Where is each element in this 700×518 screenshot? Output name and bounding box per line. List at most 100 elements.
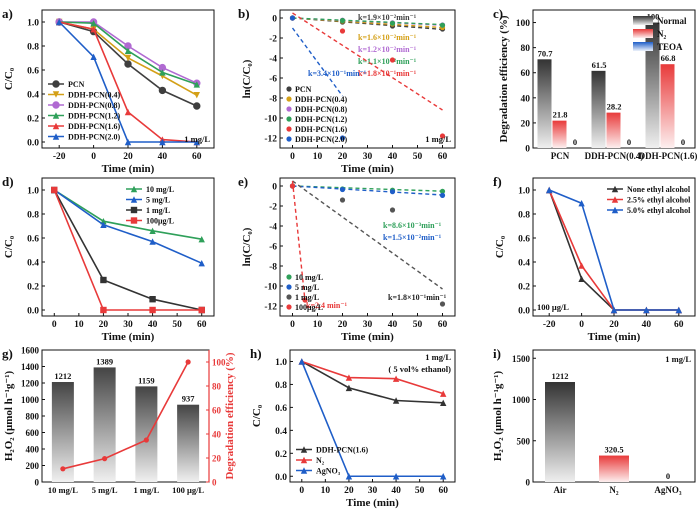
- data-point: [298, 358, 305, 365]
- legend-marker: [286, 294, 292, 300]
- data-point: [389, 207, 396, 213]
- x-tick-label: 0: [91, 152, 96, 162]
- chart-panel-f: 0.0 0.2 0.4 0.6 0.8 1.0 -20 0 20 40 60 f) Time (min)…: [493, 174, 696, 343]
- y-tick-label: 0.0: [275, 473, 287, 483]
- legend-entry: 5.0% ethyl alcohol: [627, 206, 691, 215]
- data-point: [124, 60, 132, 68]
- data-point: [392, 397, 400, 404]
- data-point: [546, 186, 553, 194]
- y-tick-label: 0.2: [27, 283, 39, 293]
- y-tick-label: 0.0: [27, 307, 39, 317]
- x-category-label: Air: [554, 485, 567, 495]
- legend-marker: [130, 217, 138, 224]
- x-tick-label: 50: [172, 320, 182, 330]
- data-point: [440, 473, 447, 480]
- data-point: [578, 200, 585, 207]
- panel-label: i): [493, 346, 501, 361]
- data-point: [56, 18, 63, 26]
- data-point: [392, 375, 400, 382]
- data-point: [439, 192, 446, 198]
- y-axis-label: H₂O₂ (μmol h⁻¹g⁻¹): [492, 371, 504, 462]
- x-tick-label: 60: [197, 320, 207, 330]
- data-point: [193, 138, 200, 146]
- data-point: [100, 221, 107, 228]
- y-tick-label: 0.4: [27, 91, 39, 101]
- y-tick-label: 400: [26, 445, 40, 455]
- data-point: [339, 28, 346, 34]
- bar: [545, 382, 575, 482]
- y-tick-label: -4: [269, 223, 277, 233]
- legend-entry: DDH-PCN(1.6): [68, 122, 121, 131]
- legend-swatch: [633, 16, 653, 25]
- legend-entry: TEOA: [657, 42, 683, 52]
- y-tick-label: -4: [269, 55, 277, 65]
- rate-constant-label: k=1.9×10⁻²min⁻¹: [358, 13, 417, 22]
- x-category-label: PCN: [551, 151, 570, 161]
- data-point: [159, 69, 166, 76]
- bar: [660, 64, 675, 148]
- y-tick-label: 0.2: [518, 283, 530, 293]
- y-tick-label: -8: [269, 95, 277, 105]
- chart-panel-g: 0 200 400 600 800 1000 1200 1400 1600 0 20 40 60 80 10…: [2, 346, 236, 496]
- y-tick-label: -12: [264, 303, 277, 313]
- legend-entry: 100μg/L: [295, 303, 323, 312]
- x-tick-label: 40: [391, 486, 401, 496]
- y-tick-label: 0.2: [27, 115, 39, 125]
- x-tick-label: 60: [674, 320, 684, 330]
- x-tick-label: 30: [363, 152, 373, 162]
- data-point: [198, 260, 205, 267]
- x-category-label: 5 mg/L: [92, 485, 118, 495]
- y-tick-label: 800: [26, 412, 40, 422]
- legend-entry: DDH-PCN(1.6): [316, 446, 369, 455]
- fit-line: [291, 180, 306, 302]
- x-tick-label: 40: [642, 320, 652, 330]
- bar: [645, 22, 660, 148]
- legend-marker: [52, 112, 60, 119]
- legend-marker: [52, 133, 60, 140]
- x-tick-label: -20: [53, 152, 66, 162]
- data-label: 1389: [96, 356, 113, 366]
- rate-constant-label: k=2.4 min⁻¹: [306, 301, 348, 310]
- legend-entry: DDH-PCN(1.6): [295, 125, 348, 134]
- chart-panel-b: 0 -2 -4 -6 -8 -10 -12 0 10 20 30 40 50 60 b) Time (min)…: [238, 6, 456, 175]
- data-point: [345, 384, 353, 392]
- legend-entry: 100μg/L: [146, 217, 174, 226]
- panel-label: f): [493, 174, 502, 189]
- data-label: 0: [627, 137, 631, 147]
- y-tick-label: -2: [269, 203, 277, 213]
- y-tick-label: 500: [517, 436, 531, 446]
- y-tick-label: 0.0: [27, 139, 39, 149]
- series-line: [301, 360, 444, 404]
- data-point: [198, 236, 205, 243]
- legend-marker: [611, 206, 619, 214]
- y-tick-label: 1500: [512, 354, 531, 364]
- data-label: 0: [666, 471, 670, 481]
- data-point: [675, 306, 682, 314]
- y-tick-label: 1600: [21, 346, 40, 356]
- y-tick-label: 1.0: [518, 187, 530, 197]
- x-category-label: DDH-PCN(1.6): [639, 151, 698, 161]
- legend: PCNDDH-PCN(0.4)DDH-PCN(0.8)DDH-PCN(1.2)D…: [286, 85, 348, 144]
- data-point: [102, 456, 108, 462]
- data-point: [185, 359, 191, 365]
- legend-entry: 10 mg/L: [295, 273, 323, 282]
- bar: [599, 455, 629, 482]
- x-tick-label: 50: [415, 486, 425, 496]
- y-tick-label: 200: [26, 461, 40, 471]
- x-tick-label: 10: [313, 152, 323, 162]
- y-tick-label: 0.6: [27, 67, 39, 77]
- legend-marker: [611, 185, 619, 193]
- chart-panel-i: 0 500 1000 1500 i) H₂O₂ (μmol h⁻¹g⁻¹) 1 mg/L 12…: [492, 346, 696, 495]
- data-label: 1159: [138, 375, 155, 385]
- panel-label: d): [2, 174, 14, 189]
- x-tick-label: 10: [321, 486, 331, 496]
- y-tick-label: -10: [264, 283, 277, 293]
- series-line: [53, 189, 203, 264]
- x-tick-label: 40: [388, 152, 398, 162]
- legend-entry: 10 mg/L: [146, 185, 174, 194]
- data-point: [90, 26, 97, 33]
- data-point: [60, 466, 66, 472]
- annotation: 1 mg/L: [665, 354, 691, 364]
- data-point: [339, 17, 346, 24]
